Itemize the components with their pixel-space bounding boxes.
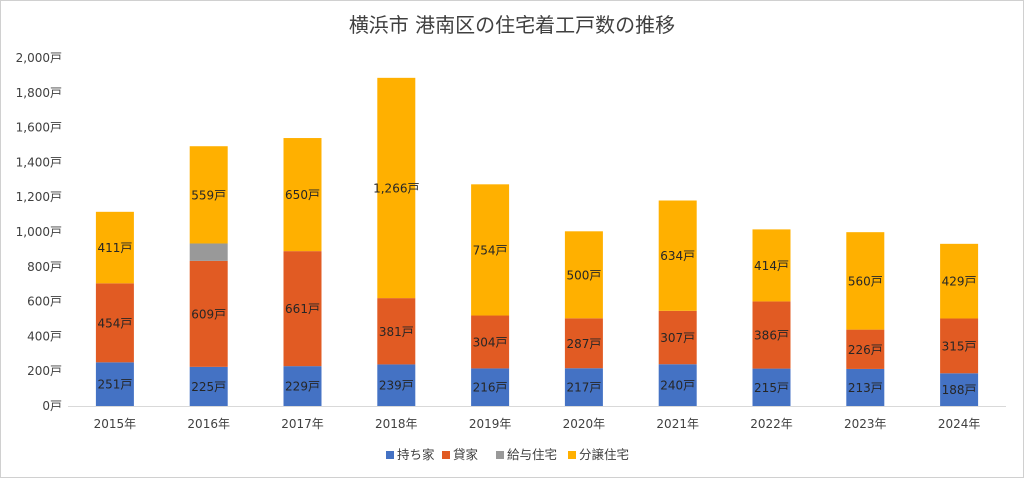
data-label: 216戸 — [473, 381, 508, 395]
bar-segment — [471, 184, 510, 316]
x-tick-label: 2022年 — [750, 417, 793, 431]
y-axis: 0戸 200戸 400戸 600戸 800戸 1,000戸 1,200戸 1,400戸 1,60… — [16, 51, 62, 413]
bar-segment — [752, 229, 791, 302]
x-tick-label: 2015年 — [94, 417, 137, 431]
data-label: 213戸 — [848, 381, 883, 395]
x-tick-label: 2018年 — [375, 417, 418, 431]
bar-segment — [189, 146, 228, 244]
data-label: 454戸 — [97, 316, 132, 330]
bar-segment — [658, 364, 697, 406]
legend-label: 貸家 — [453, 447, 479, 462]
data-label: 411戸 — [97, 241, 132, 255]
data-label: 188戸 — [942, 383, 977, 397]
bar-segment — [377, 77, 416, 299]
bar-segment — [658, 310, 697, 365]
legend-label: 持ち家 — [397, 447, 435, 462]
x-tick-label: 2019年 — [469, 417, 512, 431]
bar-segment — [189, 243, 228, 261]
bar-segment — [377, 298, 416, 365]
bar-segment — [846, 368, 885, 406]
bar-segment — [95, 283, 134, 363]
data-label: 559戸 — [191, 188, 226, 202]
x-tick-label: 2023年 — [844, 417, 887, 431]
bars-group — [95, 77, 979, 406]
data-label: 609戸 — [191, 307, 226, 321]
data-label: 251戸 — [97, 378, 132, 392]
x-tick-label: 2016年 — [187, 417, 230, 431]
y-tick-label: 1,400戸 — [16, 155, 62, 169]
bar-segment — [564, 231, 603, 319]
legend-label: 分譲住宅 — [579, 447, 629, 462]
data-label: 240戸 — [660, 379, 695, 393]
bar-segment — [283, 138, 322, 252]
legend-swatch — [568, 451, 576, 459]
data-label: 215戸 — [754, 381, 789, 395]
bar-segment — [658, 200, 697, 311]
legend-swatch — [386, 451, 394, 459]
y-tick-label: 600戸 — [27, 295, 62, 309]
bar-segment — [752, 301, 791, 369]
data-label: 225戸 — [191, 380, 226, 394]
bar-segment — [940, 373, 979, 406]
data-label: 229戸 — [285, 380, 320, 394]
bar-segment — [846, 329, 885, 369]
y-tick-label: 1,800戸 — [16, 86, 62, 100]
legend: 持ち家 貸家 給与住宅 分譲住宅 — [386, 447, 629, 462]
y-tick-label: 400戸 — [27, 329, 62, 343]
bar-segment — [564, 318, 603, 369]
bar-segment — [752, 368, 791, 406]
data-label: 634戸 — [660, 249, 695, 263]
x-tick-label: 2020年 — [563, 417, 606, 431]
y-tick-label: 2,000戸 — [16, 51, 62, 65]
bar-segment — [283, 366, 322, 406]
y-tick-label: 0戸 — [42, 399, 62, 413]
data-label: 239戸 — [379, 379, 414, 393]
data-label: 307戸 — [660, 331, 695, 345]
chart-title: 横浜市 港南区の住宅着工戸数の推移 — [349, 13, 675, 37]
bar-segment — [95, 211, 134, 284]
bar-segment — [940, 318, 979, 374]
legend-label: 給与住宅 — [507, 447, 557, 462]
legend-swatch — [496, 451, 504, 459]
data-label: 217戸 — [566, 381, 601, 395]
bar-segment — [95, 362, 134, 406]
data-label: 1,266戸 — [373, 181, 419, 195]
x-tick-label: 2017年 — [281, 417, 324, 431]
x-tick-label: 2024年 — [938, 417, 981, 431]
bar-segment — [564, 368, 603, 406]
bar-segment — [940, 243, 979, 319]
bar-segment — [377, 364, 416, 406]
y-tick-label: 800戸 — [27, 260, 62, 274]
data-label: 226戸 — [848, 343, 883, 357]
data-label: 754戸 — [473, 243, 508, 257]
y-tick-label: 200戸 — [27, 364, 62, 378]
data-label: 560戸 — [848, 274, 883, 288]
bar-segment — [283, 251, 322, 367]
data-label: 650戸 — [285, 188, 320, 202]
bar-segment — [471, 368, 510, 406]
y-tick-label: 1,000戸 — [16, 225, 62, 239]
x-tick-label: 2021年 — [656, 417, 699, 431]
y-tick-label: 1,200戸 — [16, 190, 62, 204]
data-labels-group: 251戸 454戸 411戸 225戸 609戸 559戸 229戸 661戸 650戸 239戸… — [97, 181, 976, 397]
data-label: 381戸 — [379, 325, 414, 339]
bar-segment — [846, 232, 885, 330]
data-label: 287戸 — [566, 337, 601, 351]
bar-segment — [189, 366, 228, 406]
data-label: 661戸 — [285, 302, 320, 316]
data-label: 386戸 — [754, 329, 789, 343]
x-axis: 2015年 2016年 2017年 2018年 2019年 2020年 2021年 2022年… — [68, 406, 1006, 431]
data-label: 304戸 — [473, 335, 508, 349]
bar-segment — [471, 315, 510, 369]
legend-swatch — [442, 451, 450, 459]
y-tick-label: 1,600戸 — [16, 121, 62, 135]
data-label: 429戸 — [942, 275, 977, 289]
data-label: 500戸 — [566, 268, 601, 282]
data-label: 414戸 — [754, 259, 789, 273]
bar-segment — [189, 260, 228, 367]
data-label: 315戸 — [942, 339, 977, 353]
